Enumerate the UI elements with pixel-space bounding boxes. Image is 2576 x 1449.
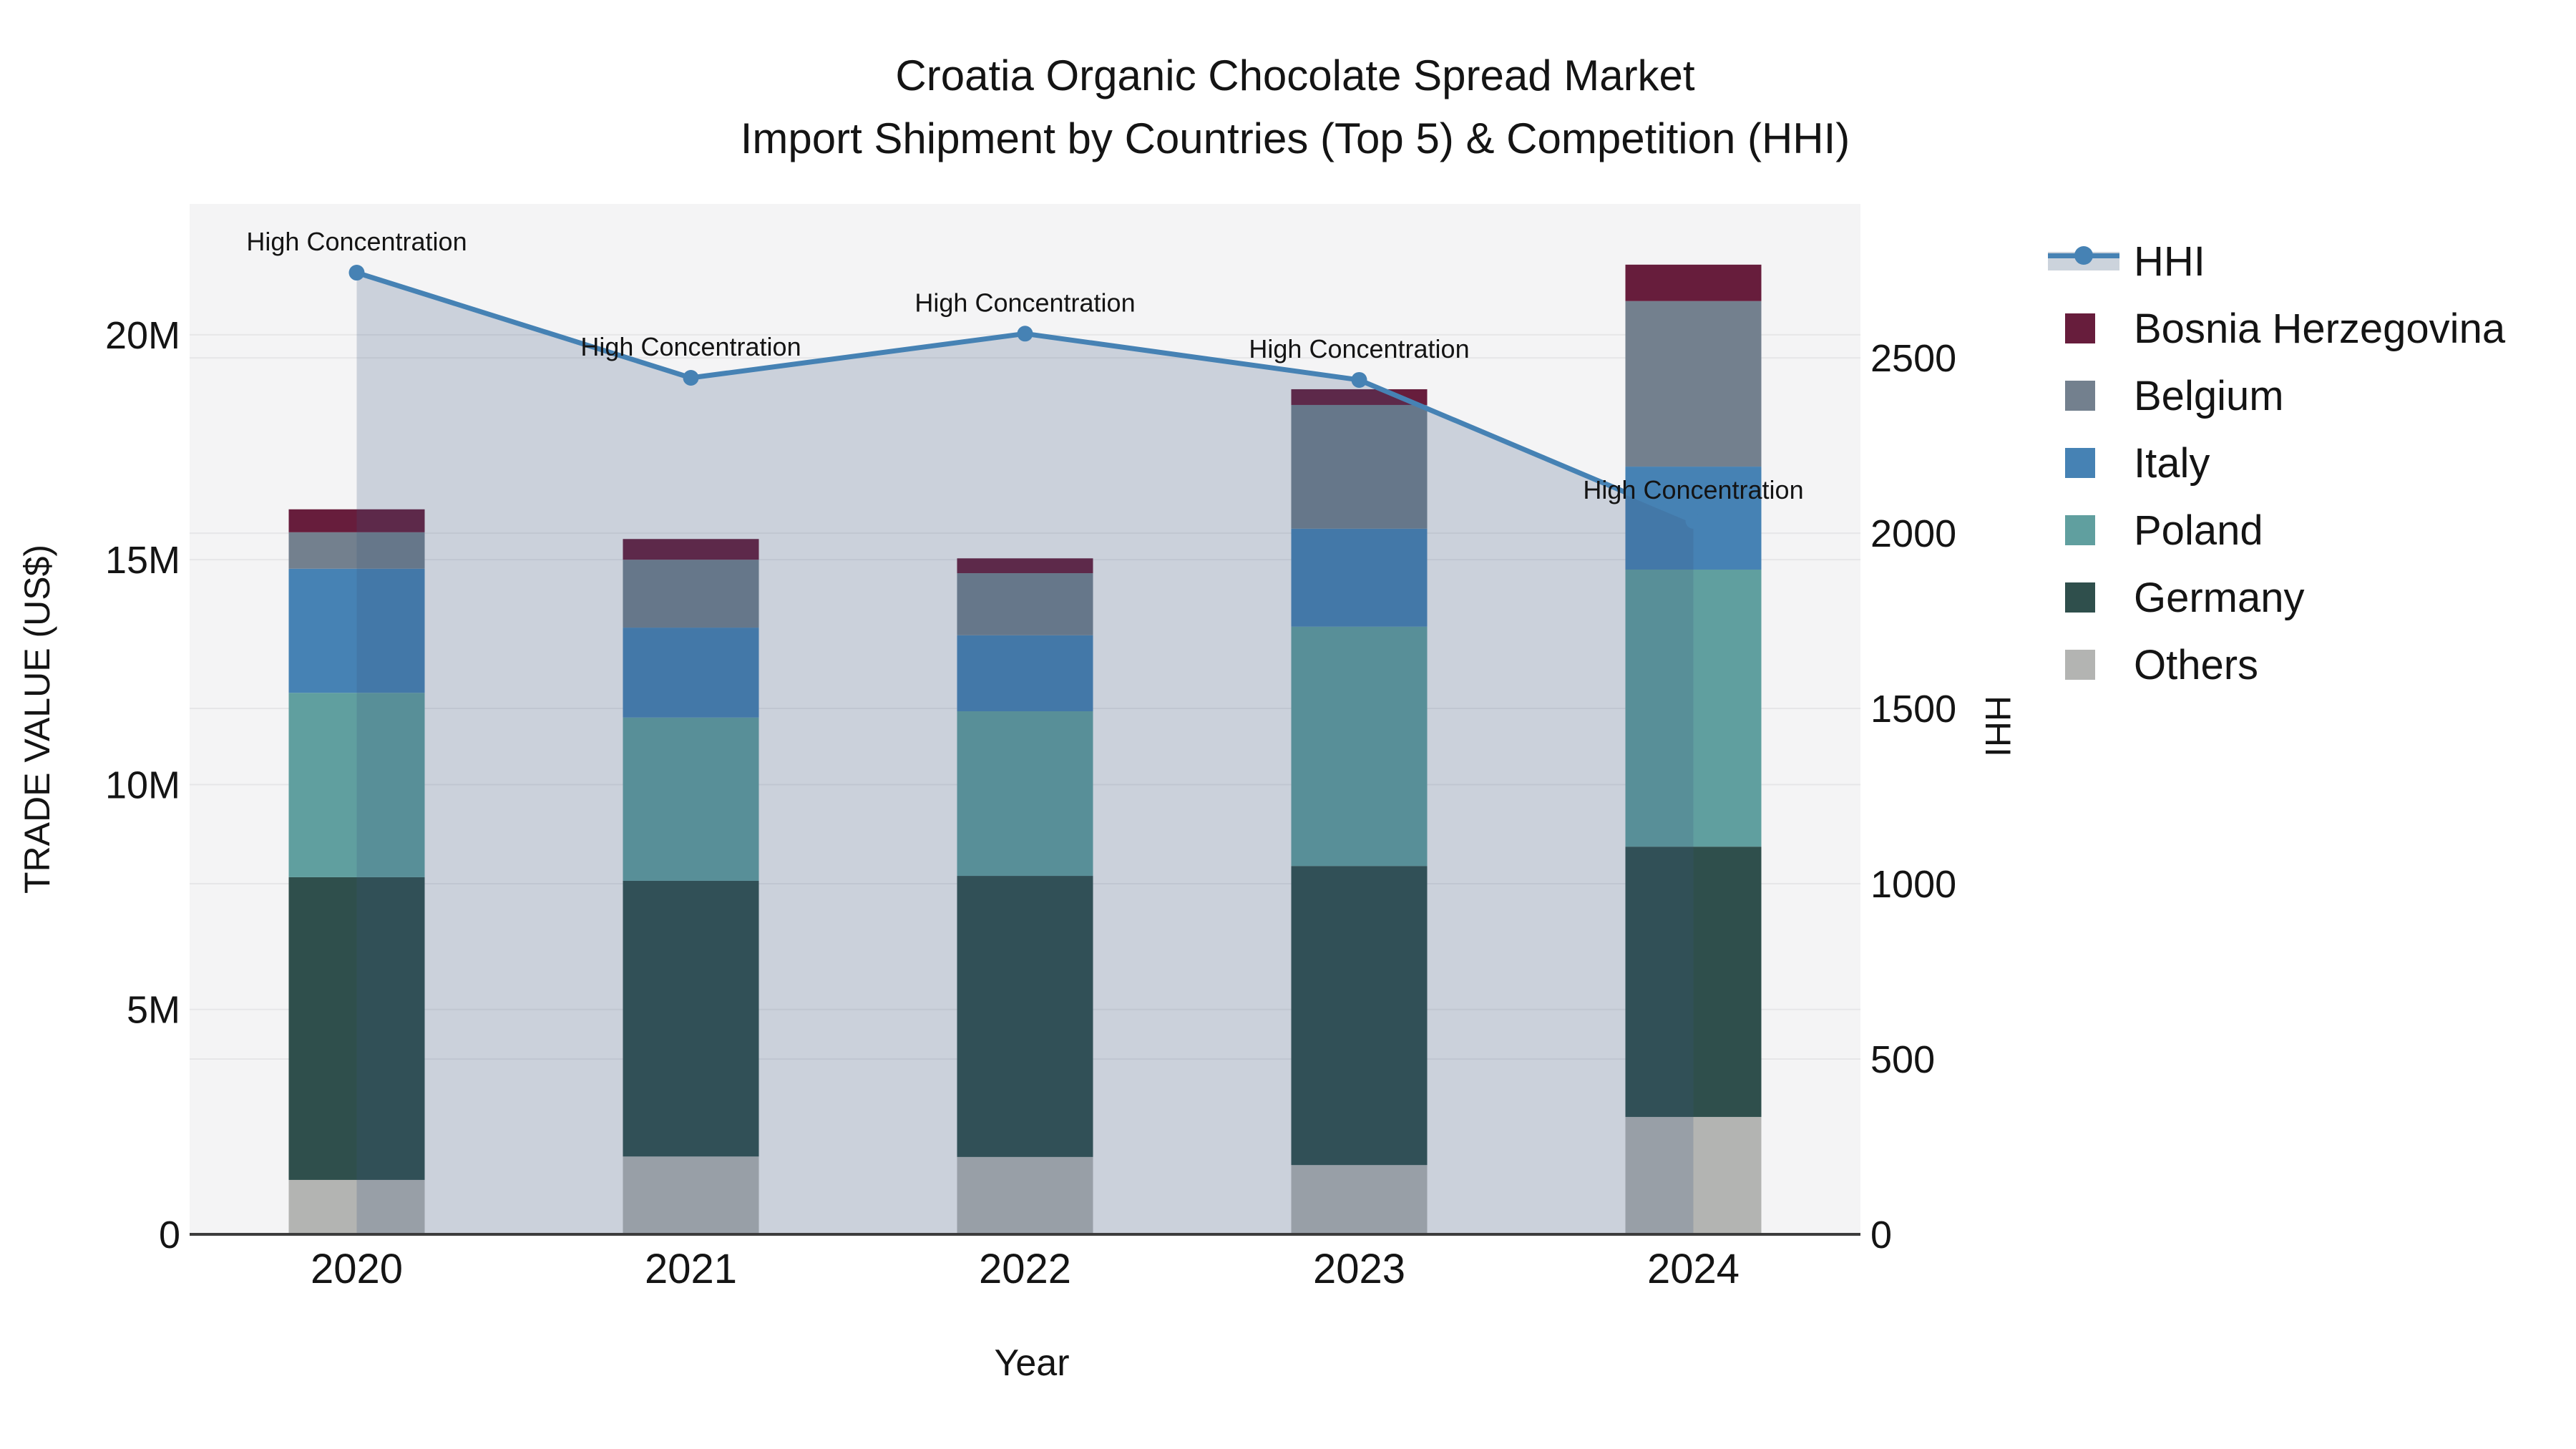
legend-color-swatch-icon: [2048, 313, 2122, 343]
right-axis-tick-label: 0: [1870, 1214, 1892, 1257]
legend-item-germany[interactable]: Germany: [2048, 564, 2505, 631]
hhi-marker-2020[interactable]: [348, 265, 365, 281]
hhi-marker-2023[interactable]: [1351, 371, 1367, 388]
bar-segment-2020-belgium[interactable]: [288, 532, 425, 569]
hhi-area-fill: [356, 273, 1694, 1234]
legend-item-belgium[interactable]: Belgium: [2048, 362, 2505, 429]
bar-segment-2021-italy[interactable]: [623, 628, 759, 718]
bar-segment-2022-others[interactable]: [957, 1156, 1093, 1234]
legend-item-others[interactable]: Others: [2048, 631, 2505, 698]
bar-segment-2020-italy[interactable]: [288, 568, 425, 693]
hhi-marker-2022[interactable]: [1017, 326, 1033, 342]
bar-segment-2024-germany[interactable]: [1625, 847, 1762, 1117]
hhi-marker-2024[interactable]: [1685, 512, 1702, 529]
bar-segment-2021-bosnia-herzegovina[interactable]: [623, 539, 759, 560]
bar-segment-2023-belgium[interactable]: [1291, 404, 1428, 529]
left-axis-tick-label: 20M: [105, 314, 180, 357]
legend-item-bosnia-herzegovina[interactable]: Bosnia Herzegovina: [2048, 295, 2505, 362]
legend-label: Belgium: [2134, 372, 2284, 419]
annotation-2024: High Concentration: [1583, 475, 1803, 504]
legend-label: HHI: [2134, 238, 2205, 285]
bar-segment-2022-belgium[interactable]: [957, 573, 1093, 635]
x-axis-tick-label-2024: 2024: [1647, 1246, 1740, 1292]
x-axis-tick-label-2022: 2022: [979, 1246, 1071, 1292]
legend-label: Poland: [2134, 507, 2263, 554]
chart-title-line-2: Import Shipment by Countries (Top 5) & C…: [740, 114, 1850, 162]
bar-segment-2022-poland[interactable]: [957, 711, 1093, 877]
right-axis-tick-label: 1000: [1870, 863, 1956, 906]
bar-segment-2024-others[interactable]: [1625, 1116, 1762, 1234]
bar-segment-2022-germany[interactable]: [957, 876, 1093, 1157]
bar-segment-2024-poland[interactable]: [1625, 570, 1762, 847]
bar-segment-2020-germany[interactable]: [288, 877, 425, 1180]
bar-segment-2023-germany[interactable]: [1291, 866, 1428, 1166]
chart-title-line-1: Croatia Organic Chocolate Spread Market: [895, 52, 1695, 99]
legend-label: Germany: [2134, 574, 2305, 621]
bar-segment-2023-italy[interactable]: [1291, 528, 1428, 627]
x-axis-tick-label-2021: 2021: [645, 1246, 737, 1292]
bar-segment-2022-italy[interactable]: [957, 635, 1093, 712]
legend-line-swatch-icon: [2048, 246, 2122, 270]
legend-label: Bosnia Herzegovina: [2134, 305, 2506, 352]
legend-color-swatch-icon: [2048, 515, 2122, 545]
annotation-2022: High Concentration: [914, 288, 1135, 317]
bar-segment-2021-germany[interactable]: [623, 880, 759, 1157]
x-axis-line: [190, 1233, 1860, 1236]
left-axis-tick-label: 15M: [105, 539, 180, 582]
legend: HHI Bosnia Herzegovina Belgium Italy Poland G…: [2048, 228, 2505, 698]
right-axis-tick-label: 2500: [1870, 337, 1956, 380]
left-axis-tick-label: 5M: [127, 989, 180, 1032]
bar-segment-2020-bosnia-herzegovina[interactable]: [288, 509, 425, 532]
legend-item-italy[interactable]: Italy: [2048, 429, 2505, 497]
annotation-2023: High Concentration: [1249, 334, 1469, 364]
annotation-2021: High Concentration: [580, 332, 801, 361]
legend-color-swatch-icon: [2048, 650, 2122, 680]
bar-segment-2021-others[interactable]: [623, 1156, 759, 1234]
left-axis-tick-label: 0: [159, 1214, 180, 1257]
legend-item-hhi[interactable]: HHI: [2048, 228, 2505, 295]
bar-segment-2024-belgium[interactable]: [1625, 301, 1762, 467]
bar-segment-2021-belgium[interactable]: [623, 560, 759, 628]
right-axis-tick-label: 2000: [1870, 512, 1956, 555]
bar-segment-2020-poland[interactable]: [288, 693, 425, 877]
bar-segment-2021-poland[interactable]: [623, 717, 759, 881]
right-axis-tick-label: 1500: [1870, 688, 1956, 731]
hhi-marker-2021[interactable]: [683, 370, 699, 386]
x-axis-tick-label-2020: 2020: [311, 1246, 403, 1292]
x-axis-title: Year: [994, 1342, 1070, 1384]
bar-segment-2022-bosnia-herzegovina[interactable]: [957, 558, 1093, 574]
legend-color-swatch-icon: [2048, 448, 2122, 478]
left-axis-tick-label: 10M: [105, 763, 180, 806]
bar-segment-2023-others[interactable]: [1291, 1165, 1428, 1234]
bar-segment-2020-others[interactable]: [288, 1179, 425, 1234]
legend-color-swatch-icon: [2048, 381, 2122, 411]
legend-color-swatch-icon: [2048, 582, 2122, 613]
annotation-2020: High Concentration: [246, 227, 467, 256]
bar-segment-2023-poland[interactable]: [1291, 626, 1428, 867]
legend-label: Others: [2134, 641, 2259, 688]
right-axis-tick-label: 500: [1870, 1038, 1935, 1081]
legend-item-poland[interactable]: Poland: [2048, 497, 2505, 564]
legend-label: Italy: [2134, 439, 2210, 487]
x-axis-tick-label-2023: 2023: [1313, 1246, 1405, 1292]
chart-title: Croatia Organic Chocolate Spread Market …: [14, 44, 2576, 170]
bar-segment-2024-bosnia-herzegovina[interactable]: [1625, 264, 1762, 301]
